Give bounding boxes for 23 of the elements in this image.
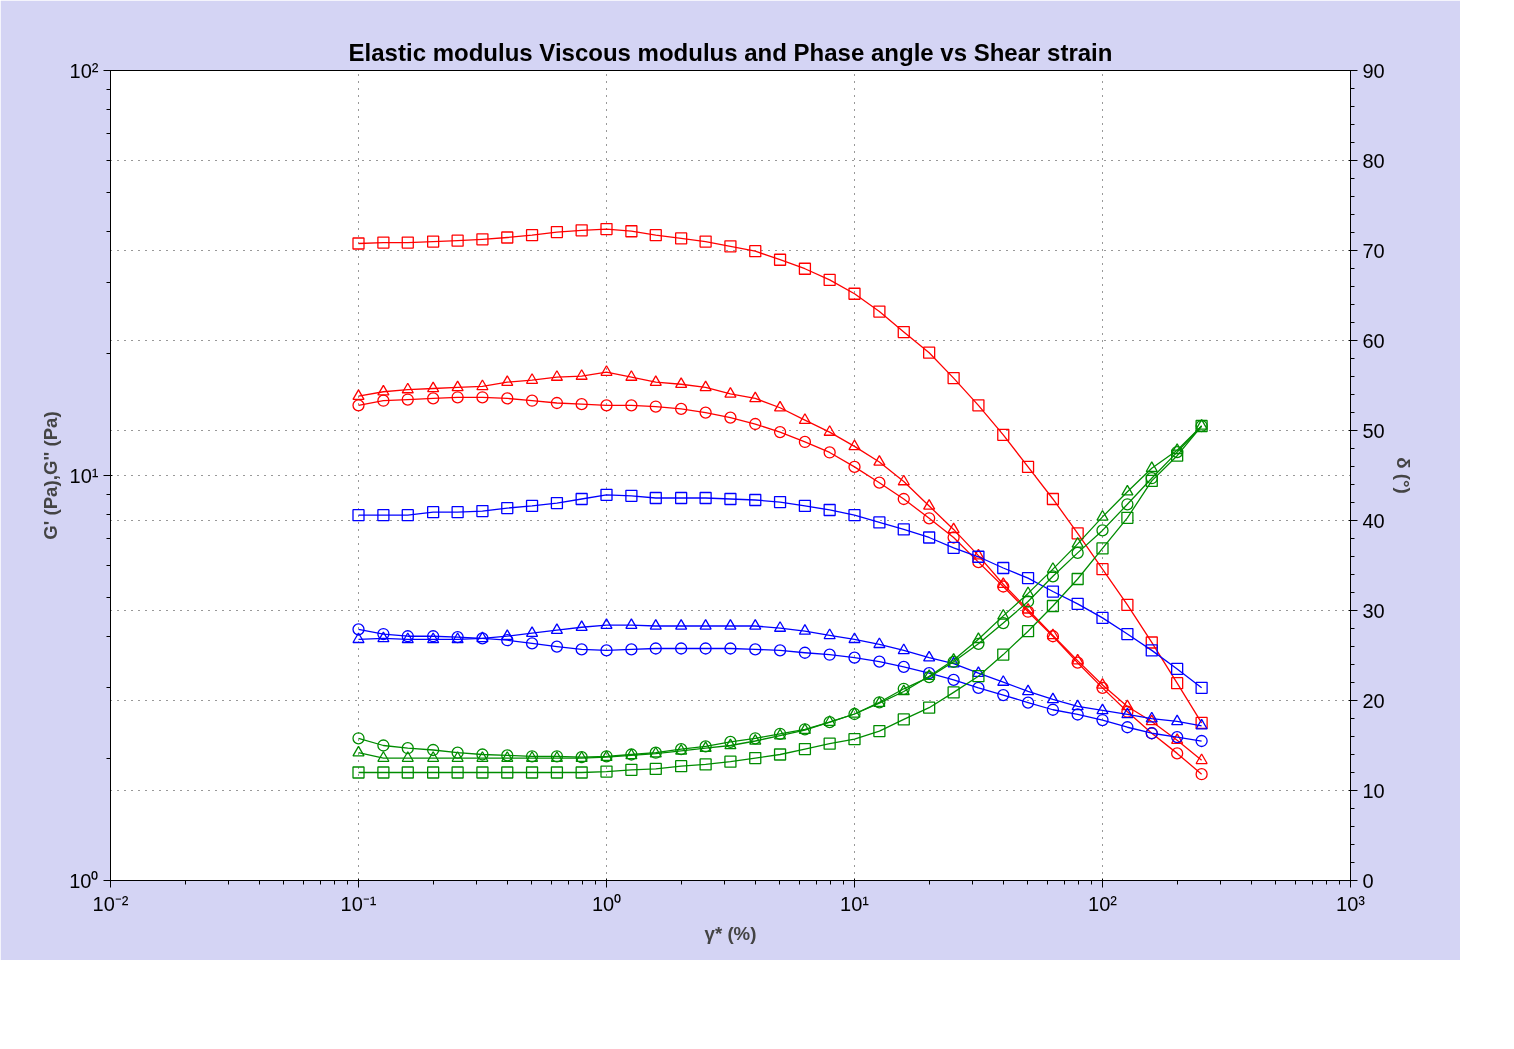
y2-tick-label: 40 bbox=[1362, 509, 1385, 532]
y2-tick-label: 70 bbox=[1362, 239, 1385, 262]
y-tick-label: 10⁰ bbox=[69, 869, 99, 892]
x-tick-label: 10¹ bbox=[840, 892, 870, 915]
y2-tick-label: 20 bbox=[1362, 689, 1385, 712]
x-tick-label: 10⁰ bbox=[591, 892, 622, 915]
x-tick-label: 10⁻² bbox=[92, 892, 129, 915]
y2-tick-label: 80 bbox=[1362, 149, 1385, 172]
y2-tick-label: 10 bbox=[1362, 779, 1385, 802]
y-axis-title: G' (Pa),G'' (Pa) bbox=[40, 411, 62, 540]
y2-tick-label: 60 bbox=[1362, 329, 1385, 352]
y2-tick-label: 30 bbox=[1362, 599, 1385, 622]
y-tick-label: 10² bbox=[69, 59, 99, 82]
x-axis-title: γ* (%) bbox=[704, 922, 757, 944]
y2-axis-title: δ (°) bbox=[1392, 457, 1414, 494]
x-tick-label: 10⁻¹ bbox=[340, 892, 377, 915]
y2-tick-label: 50 bbox=[1362, 419, 1385, 442]
x-tick-label: 10² bbox=[1088, 892, 1118, 915]
y-tick-label: 10¹ bbox=[69, 464, 99, 487]
y2-tick-label: 90 bbox=[1362, 59, 1385, 82]
chart-title: Elastic modulus Viscous modulus and Phase angle vs Shear strain bbox=[348, 38, 1113, 66]
x-tick-label: 10³ bbox=[1336, 892, 1366, 915]
y2-tick-label: 0 bbox=[1362, 869, 1374, 892]
